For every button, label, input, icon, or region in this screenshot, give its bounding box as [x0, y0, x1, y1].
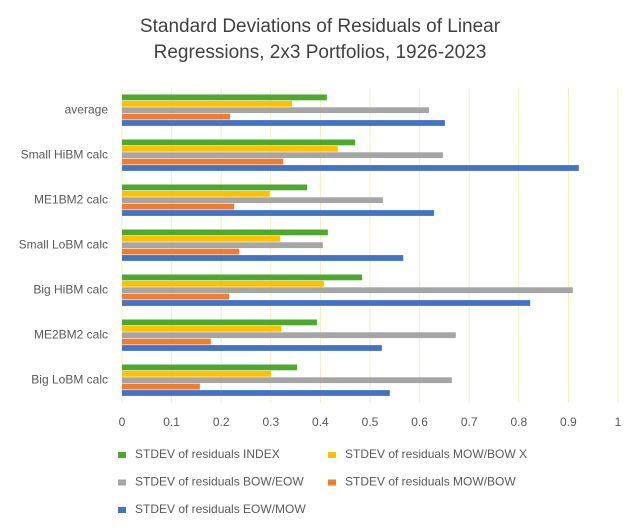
bar	[122, 242, 323, 249]
bar	[122, 274, 363, 281]
bar	[122, 139, 356, 146]
bar	[122, 203, 235, 210]
y-tick-label: average	[65, 103, 109, 117]
x-tick-label: 0.4	[312, 415, 329, 429]
bar	[122, 107, 430, 114]
y-tick-label: Small HiBM calc	[21, 148, 108, 162]
x-tick-label: 1	[615, 415, 622, 429]
bar	[122, 113, 231, 120]
bar	[122, 287, 573, 294]
bar	[122, 319, 317, 326]
legend-swatch	[118, 507, 126, 513]
legend-swatch	[118, 452, 126, 458]
bar	[122, 235, 281, 242]
bar	[122, 197, 383, 204]
x-tick-label: 0.8	[510, 415, 527, 429]
bar	[122, 94, 327, 101]
bar	[122, 364, 298, 371]
bar	[122, 145, 338, 152]
bar	[122, 158, 284, 165]
chart-title: Standard Deviations of Residuals of Line…	[139, 16, 501, 63]
bar	[122, 184, 308, 191]
y-tick-label: Big HiBM calc	[33, 283, 108, 297]
bar	[122, 255, 404, 261]
bar	[122, 338, 211, 345]
bar	[122, 377, 452, 384]
legend-label: STDEV of residuals BOW/EOW	[135, 475, 304, 489]
bar	[122, 229, 328, 236]
bar	[122, 370, 271, 377]
x-tick-label: 0.2	[213, 415, 230, 429]
x-tick-label: 0.1	[163, 415, 180, 429]
bar	[122, 383, 200, 390]
bar	[122, 210, 434, 216]
x-tick-label: 0.7	[461, 415, 478, 429]
legend-swatch	[118, 479, 126, 486]
y-tick-label: Big LoBM calc	[31, 373, 108, 387]
bar	[122, 280, 324, 287]
legend-swatch	[328, 479, 336, 486]
bar	[122, 165, 579, 171]
bar	[122, 152, 443, 159]
y-tick-label: ME2BM2 calc	[34, 328, 108, 342]
bar	[122, 293, 230, 300]
legend-label: STDEV of residuals EOW/MOW	[135, 502, 306, 516]
bar	[122, 300, 531, 306]
legend-swatch	[328, 452, 336, 458]
x-tick-label: 0.6	[411, 415, 428, 429]
bar	[122, 190, 270, 197]
x-tick-label: 0.5	[362, 415, 379, 429]
legend-label: STDEV of residuals INDEX	[135, 447, 280, 461]
legend-label: STDEV of residuals MOW/BOW X	[345, 447, 527, 461]
x-tick-label: 0.3	[262, 415, 279, 429]
y-tick-label: Small LoBM calc	[19, 238, 108, 252]
bar	[122, 120, 445, 126]
bar	[122, 390, 390, 396]
x-tick-label: 0.9	[560, 415, 577, 429]
bar	[122, 248, 240, 255]
legend-label: STDEV of residuals MOW/BOW	[345, 475, 516, 489]
bar	[122, 332, 456, 339]
bar	[122, 100, 293, 107]
y-tick-label: ME1BM2 calc	[34, 193, 108, 207]
bar	[122, 345, 382, 351]
x-tick-label: 0	[119, 415, 126, 429]
bar	[122, 325, 282, 332]
